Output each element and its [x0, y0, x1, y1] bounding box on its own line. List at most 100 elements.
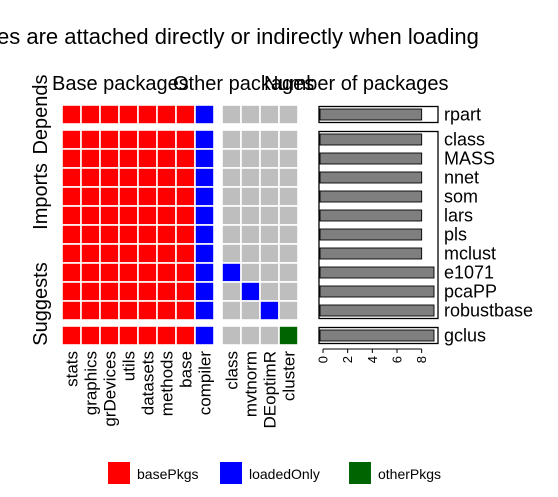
cell-base-gclus-graphics	[80, 325, 101, 346]
cell-base-nnet-methods	[156, 167, 177, 188]
col-label-datasets: datasets	[139, 351, 158, 415]
cell-base-pcaPP-datasets	[137, 281, 158, 302]
cell-other-MASS-DEoptimR	[259, 148, 280, 169]
cell-base-lars-utils	[118, 205, 139, 226]
cell-other-nnet-cluster	[278, 167, 299, 188]
cell-base-lars-stats	[61, 205, 82, 226]
col-label-graphics: graphics	[82, 351, 101, 415]
col-label-utils: utils	[120, 351, 139, 381]
cell-base-robustbase-methods	[156, 300, 177, 321]
cell-base-e1071-utils	[118, 262, 139, 283]
legend-swatch-loadedOnly	[220, 462, 242, 484]
bar-mclust	[319, 247, 423, 260]
cell-base-mclust-methods	[156, 243, 177, 264]
cell-base-MASS-utils	[118, 148, 139, 169]
row-label-lars: lars	[444, 206, 473, 226]
col-label-base: base	[177, 351, 196, 388]
bar-rpart	[319, 108, 423, 121]
cell-other-pcaPP-mvtnorm	[240, 281, 261, 302]
cell-base-som-graphics	[80, 186, 101, 207]
cell-base-pcaPP-stats	[61, 281, 82, 302]
cell-base-robustbase-datasets	[137, 300, 158, 321]
cell-base-pls-grDevices	[99, 224, 120, 245]
col-label-class: class	[223, 351, 242, 390]
cell-base-e1071-methods	[156, 262, 177, 283]
cell-base-e1071-datasets	[137, 262, 158, 283]
row-label-som: som	[444, 187, 478, 207]
cell-other-nnet-class	[221, 167, 242, 188]
cell-base-pls-base	[175, 224, 196, 245]
cell-base-lars-methods	[156, 205, 177, 226]
cell-base-class-stats	[61, 129, 82, 150]
cell-other-pls-DEoptimR	[259, 224, 280, 245]
col-label-grDevices: grDevices	[101, 351, 120, 427]
cell-base-som-methods	[156, 186, 177, 207]
group-label-suggests: Suggests	[30, 262, 52, 345]
cell-other-rpart-class	[221, 104, 242, 125]
bar-panel-frame	[318, 130, 439, 320]
cell-other-robustbase-DEoptimR	[259, 300, 280, 321]
cell-other-nnet-mvtnorm	[240, 167, 261, 188]
count-tick-label: 6	[390, 356, 405, 363]
cell-other-som-DEoptimR	[259, 186, 280, 207]
cell-base-pls-utils	[118, 224, 139, 245]
cell-base-class-base	[175, 129, 196, 150]
cell-base-lars-compiler	[194, 205, 215, 226]
cell-other-rpart-mvtnorm	[240, 104, 261, 125]
cell-base-class-grDevices	[99, 129, 120, 150]
cell-other-e1071-DEoptimR	[259, 262, 280, 283]
cell-other-class-cluster	[278, 129, 299, 150]
panel-title-base: Base packages	[52, 73, 189, 95]
cell-base-mclust-grDevices	[99, 243, 120, 264]
cell-base-rpart-datasets	[137, 104, 158, 125]
cell-other-MASS-class	[221, 148, 242, 169]
cell-base-gclus-grDevices	[99, 325, 120, 346]
cell-base-class-datasets	[137, 129, 158, 150]
cell-base-lars-datasets	[137, 205, 158, 226]
cell-base-e1071-grDevices	[99, 262, 120, 283]
cell-other-robustbase-cluster	[278, 300, 299, 321]
cell-base-nnet-graphics	[80, 167, 101, 188]
cell-base-pls-compiler	[194, 224, 215, 245]
cell-base-pcaPP-utils	[118, 281, 139, 302]
col-label-mvtnorm: mvtnorm	[242, 351, 261, 417]
cell-base-pcaPP-grDevices	[99, 281, 120, 302]
cell-other-rpart-DEoptimR	[259, 104, 280, 125]
cell-base-MASS-base	[175, 148, 196, 169]
cell-base-gclus-utils	[118, 325, 139, 346]
legend-label-otherPkgs: otherPkgs	[378, 466, 441, 482]
cell-base-som-stats	[61, 186, 82, 207]
chart-title: es are attached directly or indirectly w…	[0, 24, 479, 49]
cell-base-lars-base	[175, 205, 196, 226]
panel-title-other: Other packages	[173, 73, 314, 95]
cell-other-pcaPP-class	[221, 281, 242, 302]
cell-base-rpart-methods	[156, 104, 177, 125]
cell-base-som-utils	[118, 186, 139, 207]
cell-base-MASS-datasets	[137, 148, 158, 169]
cell-base-class-methods	[156, 129, 177, 150]
cell-other-pcaPP-cluster	[278, 281, 299, 302]
count-tick-label: 0	[316, 356, 331, 363]
cell-other-robustbase-mvtnorm	[240, 300, 261, 321]
cell-base-gclus-datasets	[137, 325, 158, 346]
cell-base-robustbase-stats	[61, 300, 82, 321]
legend-label-loadedOnly: loadedOnly	[249, 466, 320, 482]
cell-other-MASS-mvtnorm	[240, 148, 261, 169]
legend-swatch-basePkgs	[108, 462, 130, 484]
group-label-imports: Imports	[30, 163, 52, 230]
cell-base-nnet-stats	[61, 167, 82, 188]
cell-base-class-utils	[118, 129, 139, 150]
cell-other-lars-class	[221, 205, 242, 226]
cell-base-pls-stats	[61, 224, 82, 245]
cell-base-MASS-grDevices	[99, 148, 120, 169]
row-label-robustbase: robustbase	[444, 301, 533, 321]
cell-other-mclust-cluster	[278, 243, 299, 264]
cell-other-nnet-DEoptimR	[259, 167, 280, 188]
cell-base-e1071-stats	[61, 262, 82, 283]
cell-base-pcaPP-base	[175, 281, 196, 302]
cell-base-robustbase-base	[175, 300, 196, 321]
cell-base-e1071-compiler	[194, 262, 215, 283]
cell-base-robustbase-compiler	[194, 300, 215, 321]
cell-base-rpart-grDevices	[99, 104, 120, 125]
cell-other-mclust-DEoptimR	[259, 243, 280, 264]
